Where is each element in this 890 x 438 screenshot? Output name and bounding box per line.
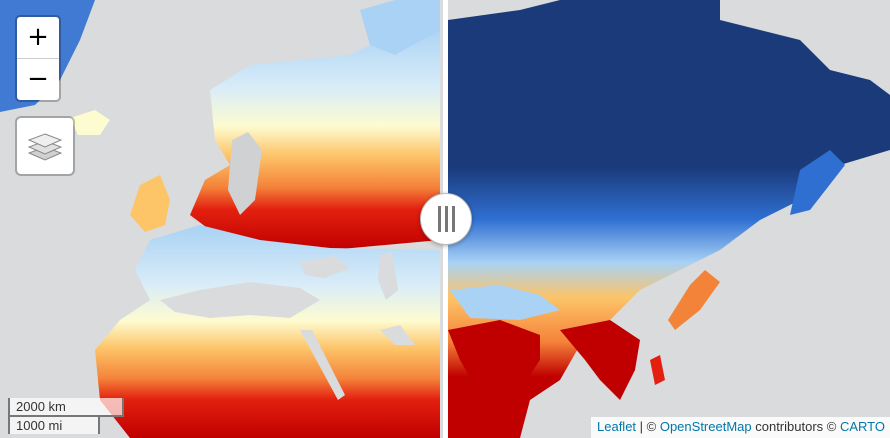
europe-africa-region — [0, 0, 440, 438]
layers-button[interactable] — [15, 116, 75, 176]
british-isles-shape — [130, 175, 170, 232]
grip-icon — [437, 206, 455, 232]
zoom-control: + − — [15, 15, 61, 102]
southeast-asia-shape — [560, 320, 640, 400]
attribution-separator: | © — [636, 419, 660, 434]
caspian-sea — [378, 252, 398, 300]
baltic-sea — [228, 132, 262, 215]
carto-link[interactable]: CARTO — [839, 419, 885, 434]
layers-icon — [27, 133, 63, 161]
scale-mi: 1000 mi — [8, 415, 100, 434]
scandinavia-shape — [190, 25, 440, 250]
scale-bar: 2000 km 1000 mi — [8, 398, 124, 434]
india-shape — [448, 320, 540, 420]
leaflet-link[interactable]: Leaflet — [597, 419, 637, 434]
iceland-shape — [70, 110, 110, 135]
osm-link[interactable]: OpenStreetMap — [659, 419, 752, 434]
zoom-out-button[interactable]: − — [17, 58, 59, 100]
europe-africa-shape — [95, 225, 440, 438]
asia-region — [448, 0, 890, 438]
siberia-shape — [448, 0, 890, 438]
attribution-contributors: contributors © — [751, 419, 840, 434]
swipe-handle[interactable] — [420, 193, 472, 245]
philippines-shape — [650, 355, 665, 385]
attribution: Leaflet | © OpenStreetMap contributors ©… — [591, 417, 890, 438]
arctic-island-shape — [360, 0, 440, 55]
red-sea — [300, 330, 345, 400]
tibet-plateau — [450, 285, 560, 320]
mediterranean-sea — [160, 282, 320, 318]
black-sea — [300, 256, 350, 278]
japan-shape — [668, 270, 720, 330]
persian-gulf — [380, 325, 415, 345]
kamchatka-shape — [790, 150, 845, 215]
zoom-in-button[interactable]: + — [27, 22, 49, 52]
